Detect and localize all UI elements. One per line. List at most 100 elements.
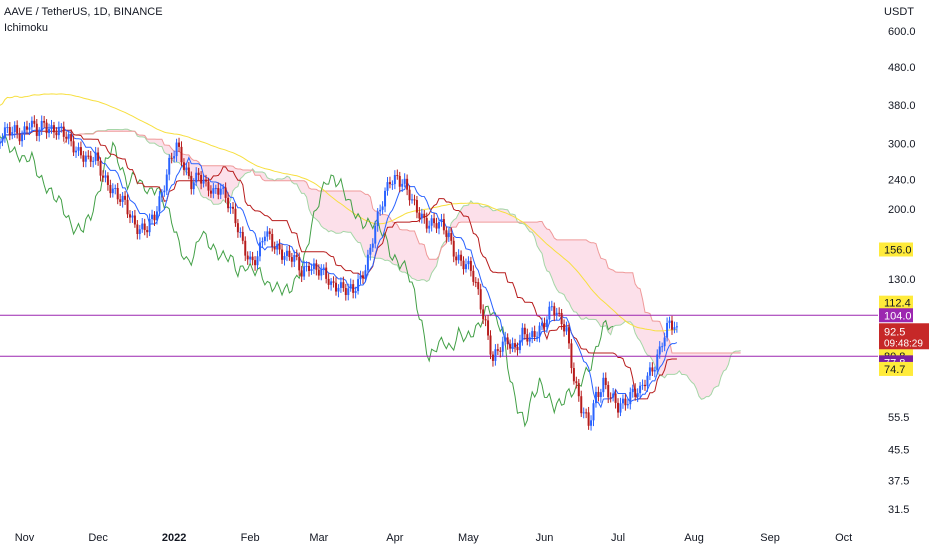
candle-body: [298, 256, 301, 271]
candle-body: [361, 275, 364, 279]
candle-body: [197, 172, 200, 176]
candle-body: [251, 256, 254, 261]
candle-body: [303, 266, 306, 277]
candle-body: [99, 160, 102, 176]
bar-countdown: 09:48:29: [884, 338, 923, 349]
candle-body: [182, 162, 185, 170]
candle-body: [369, 247, 372, 255]
candle-body: [467, 260, 470, 265]
candle-body: [62, 126, 65, 137]
candle-body: [570, 343, 573, 369]
candle-body: [541, 322, 544, 326]
candle-body: [572, 368, 575, 382]
candle-body: [430, 218, 433, 226]
candle-body: [594, 391, 597, 404]
candle-body: [52, 125, 55, 133]
candle-body: [545, 319, 548, 328]
candle-body: [592, 403, 595, 421]
candle-body: [565, 327, 568, 332]
candle-body: [656, 354, 659, 370]
candle-body: [425, 218, 428, 229]
candle-body: [224, 187, 227, 198]
candle-body: [526, 334, 529, 342]
chikou-span-line: [0, 132, 614, 428]
candlesticks: [0, 115, 678, 431]
candle-body: [455, 256, 458, 261]
candle-body: [116, 187, 119, 200]
price-marker-box: [879, 242, 913, 257]
candle-body: [84, 155, 87, 162]
indicator-label[interactable]: Ichimoku: [4, 22, 49, 34]
y-tick-label: 300.0: [888, 138, 916, 150]
candle-body: [229, 206, 232, 209]
candle-body: [143, 223, 146, 231]
candle-body: [462, 260, 465, 270]
candle-body: [21, 134, 24, 142]
candle-body: [626, 404, 629, 406]
candle-body: [415, 200, 418, 213]
candle-body: [511, 343, 514, 349]
candle-body: [494, 349, 497, 361]
candle-body: [376, 211, 379, 226]
candle-body: [406, 178, 409, 190]
x-tick-label: May: [458, 532, 479, 544]
candle-body: [621, 398, 624, 404]
candle-body: [447, 233, 450, 237]
candle-body: [121, 195, 124, 202]
candle-body: [560, 312, 563, 325]
candle-body: [597, 391, 600, 397]
x-tick-label: Sep: [760, 532, 780, 544]
last-price-value: 92.5: [884, 326, 905, 338]
candle-body: [675, 326, 678, 328]
candle-body: [582, 412, 585, 414]
candle-body: [428, 225, 431, 229]
candle-body: [666, 322, 669, 338]
candle-body: [207, 181, 210, 191]
candle-body: [413, 199, 416, 201]
candle-body: [48, 129, 51, 134]
candle-body: [327, 278, 330, 285]
candle-body: [661, 346, 664, 348]
candle-body: [60, 126, 63, 128]
candle-body: [543, 322, 546, 328]
candle-body: [258, 242, 261, 257]
candle-body: [241, 231, 244, 241]
candle-body: [25, 126, 28, 130]
candle-body: [124, 195, 127, 200]
y-tick-label: 380.0: [888, 100, 916, 112]
candle-body: [489, 335, 492, 355]
candle-body: [236, 223, 239, 233]
candle-body: [344, 288, 347, 296]
candle-body: [87, 155, 90, 157]
candle-body: [212, 188, 215, 194]
candle-body: [217, 188, 220, 195]
candle-body: [357, 279, 360, 292]
candle-body: [673, 327, 676, 330]
candle-body: [72, 141, 75, 153]
price-marker-box: [879, 361, 913, 376]
candle-body: [271, 234, 274, 247]
candle-body: [322, 267, 325, 270]
candle-body: [442, 219, 445, 231]
candle-body: [440, 219, 443, 222]
candle-body: [219, 188, 222, 195]
candle-body: [18, 133, 21, 142]
candle-body: [330, 281, 333, 285]
candle-body: [185, 167, 188, 170]
candle-body: [359, 275, 362, 280]
candle-body: [114, 187, 117, 189]
candle-body: [590, 420, 593, 426]
candle-body: [146, 230, 149, 233]
candle-body: [261, 241, 264, 243]
candle-body: [641, 384, 644, 386]
y-tick-label: 600.0: [888, 26, 916, 38]
candle-body: [653, 369, 656, 372]
candle-body: [67, 134, 70, 139]
y-tick-label: 130.0: [888, 274, 916, 286]
candle-body: [214, 188, 217, 190]
candle-body: [403, 178, 406, 184]
candle-body: [40, 120, 43, 132]
candle-body: [516, 346, 519, 351]
tenkan-sen-line: [0, 126, 678, 409]
